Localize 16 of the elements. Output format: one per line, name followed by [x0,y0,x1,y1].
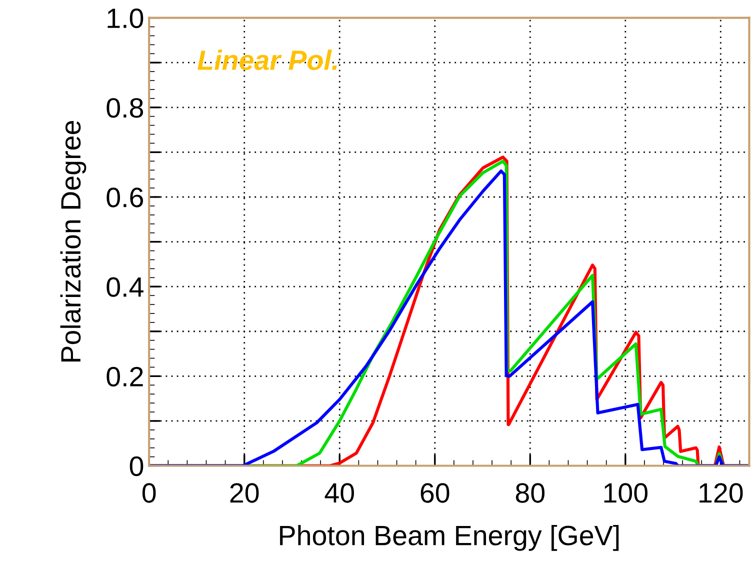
y-tick-label: 0 [130,456,144,476]
y-tick-label: 1.0 [108,8,144,28]
x-tick-label: 80 [516,483,544,503]
y-tick-label: 0.2 [106,366,143,387]
x-tick-label: 0 [142,483,156,503]
y-tick-label: 0.6 [106,188,144,208]
x-axis-title: Photon Beam Energy [GeV] [280,524,619,551]
x-tick-label: 120 [700,483,743,503]
x-tick-label: 60 [420,483,450,503]
x-tick-label: 40 [324,483,354,503]
y-tick-label: 0.8 [106,98,144,118]
x-tick-label: 100 [604,483,648,503]
y-tick-label: 0.4 [106,277,144,297]
annotation: Linear Pol. [198,50,337,70]
y-axis-title: Polarization Degree [60,121,86,362]
x-tick-label: 20 [230,483,259,503]
